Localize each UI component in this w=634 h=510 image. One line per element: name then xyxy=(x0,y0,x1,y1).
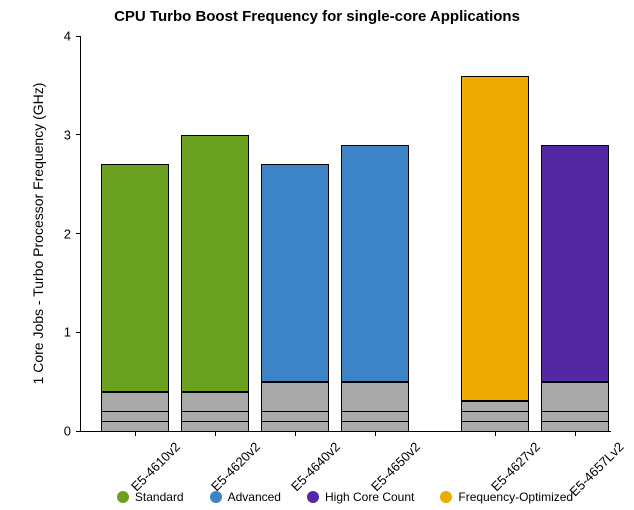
bar-segment xyxy=(541,421,609,431)
chart-title: CPU Turbo Boost Frequency for single-cor… xyxy=(0,8,634,25)
y-tick-mark xyxy=(76,233,81,234)
bar-segment xyxy=(181,392,249,412)
y-tick-label: 3 xyxy=(64,127,71,142)
bar-segment xyxy=(101,421,169,431)
legend-label: High Core Count xyxy=(325,490,414,504)
x-tick-mark xyxy=(295,431,296,436)
bar-segment xyxy=(341,382,409,412)
bar-segment xyxy=(181,421,249,431)
y-tick-label: 4 xyxy=(64,29,71,44)
y-tick-label: 2 xyxy=(64,226,71,241)
plot-area: 01234E5-4610v2E5-4620v2E5-4640v2E5-4650v… xyxy=(80,36,611,432)
legend-swatch xyxy=(210,491,222,503)
y-tick-mark xyxy=(76,332,81,333)
x-tick-label: E5-4650v2 xyxy=(368,439,423,494)
legend-swatch xyxy=(440,491,452,503)
y-tick-mark xyxy=(76,134,81,135)
y-axis-label: 1 Core Jobs - Turbo Processor Frequency … xyxy=(30,36,46,431)
bar-segment xyxy=(461,401,529,411)
y-tick-mark xyxy=(76,36,81,37)
bar-segment xyxy=(541,411,609,421)
legend-label: Frequency-Optimized xyxy=(458,490,573,504)
bar-segment xyxy=(101,164,169,391)
x-tick-label: E5-4620v2 xyxy=(208,439,263,494)
bar-segment xyxy=(101,392,169,412)
bar-segment xyxy=(461,411,529,421)
legend-swatch xyxy=(307,491,319,503)
bar-segment xyxy=(461,76,529,402)
y-tick-label: 1 xyxy=(64,325,71,340)
x-tick-mark xyxy=(495,431,496,436)
x-tick-label: E5-4640v2 xyxy=(288,439,343,494)
bar-segment xyxy=(261,421,329,431)
bar-segment xyxy=(341,421,409,431)
bar-segment xyxy=(341,411,409,421)
bar-segment xyxy=(261,411,329,421)
bar-segment xyxy=(341,145,409,382)
y-tick-label: 0 xyxy=(64,424,71,439)
legend-item: Standard xyxy=(117,490,184,504)
x-tick-label: E5-4627v2 xyxy=(488,439,543,494)
x-tick-mark xyxy=(215,431,216,436)
bar-segment xyxy=(261,164,329,381)
legend: Standard Advanced High Core Count Frequency… xyxy=(80,490,610,504)
x-tick-mark xyxy=(135,431,136,436)
legend-label: Advanced xyxy=(228,490,281,504)
bar xyxy=(461,76,529,432)
legend-item: Frequency-Optimized xyxy=(440,490,573,504)
bar-segment xyxy=(101,411,169,421)
bar xyxy=(541,145,609,431)
cpu-turbo-chart: CPU Turbo Boost Frequency for single-cor… xyxy=(0,0,634,510)
legend-item: High Core Count xyxy=(307,490,414,504)
bar xyxy=(181,135,249,431)
y-tick-mark xyxy=(76,431,81,432)
legend-item: Advanced xyxy=(210,490,281,504)
bar-segment xyxy=(541,145,609,382)
legend-label: Standard xyxy=(135,490,184,504)
bar-segment xyxy=(261,382,329,412)
bar xyxy=(261,164,329,431)
bar-segment xyxy=(181,135,249,392)
x-tick-mark xyxy=(375,431,376,436)
bar xyxy=(341,145,409,431)
x-tick-label: E5-4610v2 xyxy=(128,439,183,494)
bar xyxy=(101,164,169,431)
bar-segment xyxy=(181,411,249,421)
x-tick-mark xyxy=(575,431,576,436)
bar-segment xyxy=(461,421,529,431)
bar-segment xyxy=(541,382,609,412)
legend-swatch xyxy=(117,491,129,503)
